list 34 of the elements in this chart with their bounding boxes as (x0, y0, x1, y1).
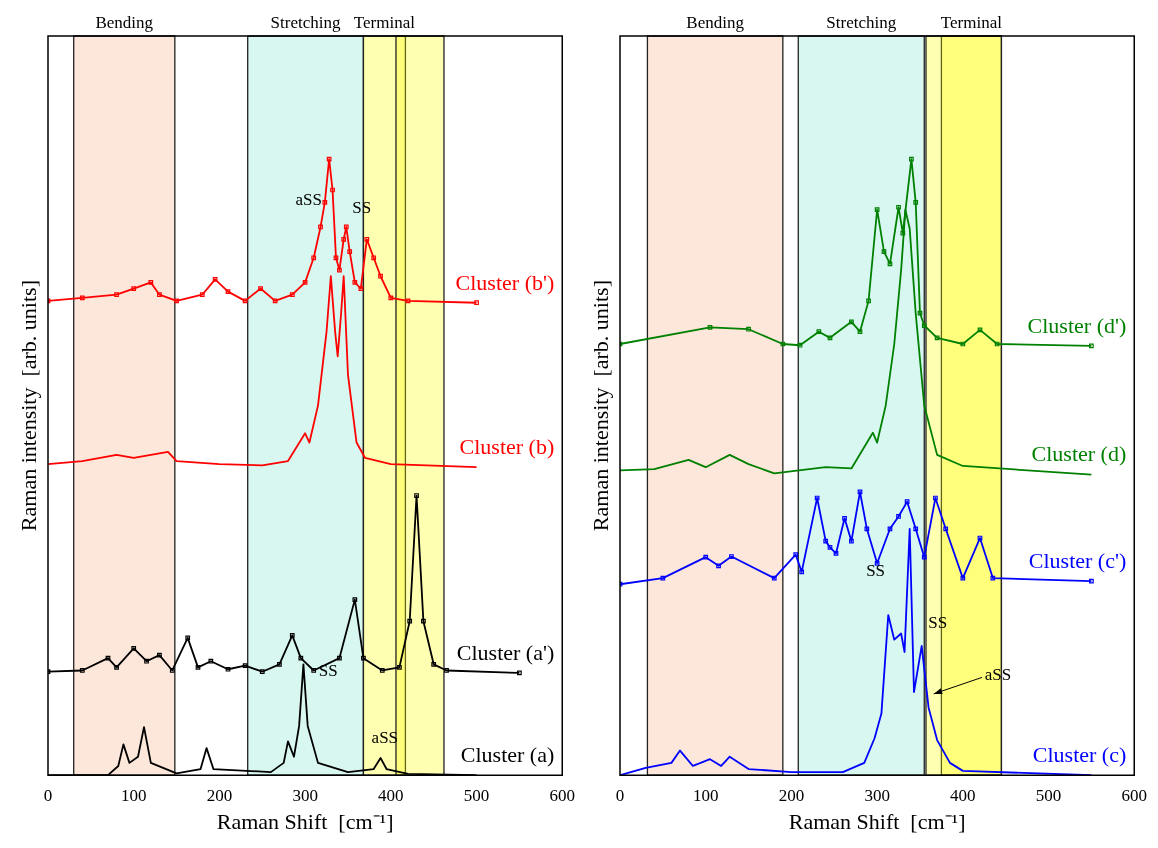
series-label: Cluster (b) (459, 433, 555, 459)
x-tick-label: 200 (206, 785, 233, 805)
x-tick-label: 600 (549, 785, 575, 805)
series-label: Cluster (d) (1031, 441, 1127, 467)
series-label: Cluster (c') (1028, 547, 1127, 573)
band-label: Terminal (940, 12, 1003, 32)
band-label: Stretching (826, 12, 897, 32)
x-tick-label: 0 (43, 785, 53, 805)
band-label: Bending (686, 12, 745, 32)
x-tick-label: 100 (692, 785, 719, 805)
x-tick-label: 400 (950, 785, 976, 805)
y-axis-title: Raman intensity [arb. units] (15, 280, 41, 532)
band-label: Terminal (353, 12, 416, 32)
x-tick-label: 0 (615, 785, 625, 805)
band-label: Bending (95, 12, 154, 32)
series-label: Cluster (a) (460, 741, 555, 767)
x-tick-label: 600 (1121, 785, 1147, 805)
x-tick-label: 300 (864, 785, 890, 805)
x-tick-label: 500 (1035, 785, 1062, 805)
x-tick-label: 100 (120, 785, 147, 805)
annotation: SS (866, 560, 886, 580)
series-label: Cluster (c) (1032, 741, 1127, 767)
series-label: Cluster (b') (455, 269, 555, 295)
annotation: aSS (295, 190, 322, 210)
x-axis-title: Raman Shift [cm⁻¹] (216, 808, 394, 834)
x-tick-label: 300 (292, 785, 318, 805)
band-label: Stretching (270, 12, 341, 32)
x-tick-label: 500 (463, 785, 490, 805)
x-tick-label: 400 (378, 785, 404, 805)
x-axis-title: Raman Shift [cm⁻¹] (788, 808, 966, 834)
series-label: Cluster (d') (1027, 312, 1127, 338)
y-axis-title: Raman intensity [arb. units] (587, 280, 613, 532)
series-label: Cluster (a') (456, 639, 555, 665)
x-tick-label: 200 (778, 785, 805, 805)
